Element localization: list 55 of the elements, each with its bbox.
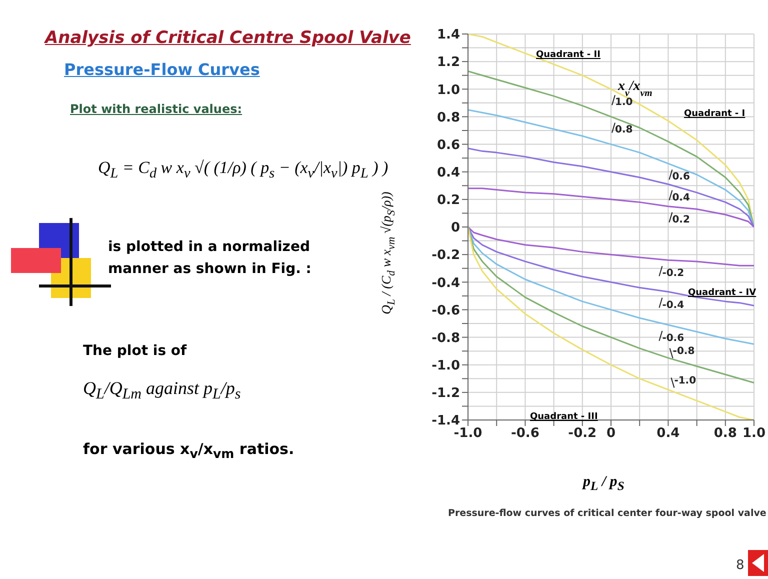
series-label: 1.0 — [615, 97, 633, 108]
series-label: -1.0 — [674, 376, 696, 387]
line-series — [468, 226, 754, 384]
y-tick-label: -1.4 — [432, 414, 460, 429]
y-tick-label: -0.2 — [432, 248, 460, 264]
y-tick-label: -0.8 — [432, 330, 460, 346]
text: Q$_{L}$/Q$_{Lm}$ against p$_{L}$/p$_{s}$ — [83, 378, 241, 404]
series-label: -0.4 — [662, 300, 684, 311]
x-tick-label: 0.8 — [714, 426, 737, 442]
y-tick-label: 0.4 — [436, 165, 460, 180]
y-tick-label: -0.4 — [432, 276, 460, 291]
y-tick-label: -0.6 — [432, 303, 460, 318]
series-label: -0.2 — [662, 268, 684, 280]
x-tick-label: 1.0 — [742, 426, 766, 442]
text: for various x$_{v}$/x$_{vm}$ ratios. — [83, 440, 294, 461]
text: Pressure-Flow Curves — [64, 60, 260, 79]
x-tick-label: 0 — [606, 426, 616, 442]
y-tick-label: 0.8 — [436, 110, 460, 126]
y-tick-label: 0.6 — [436, 138, 460, 153]
x-tick-label: -1.0 — [454, 426, 482, 442]
y-tick-label: -1.0 — [432, 358, 460, 374]
annotation: Quadrant - IV — [688, 288, 756, 298]
x-tick-label: 0.4 — [656, 426, 680, 442]
y-tick-label: 0.2 — [436, 193, 460, 208]
text: Analysis of Critical Centre Spool Valve — [45, 28, 411, 48]
line-series — [468, 188, 754, 228]
line-series — [468, 148, 754, 228]
series-label: -0.8 — [672, 346, 695, 358]
line-series — [468, 226, 754, 266]
y-tick-label: -1.2 — [432, 386, 460, 402]
x-tick-label: -0.2 — [568, 426, 597, 442]
line-series — [468, 109, 754, 228]
x-axis-title: p$_{L}$ / p$_{S}$ — [583, 474, 624, 494]
annotation: Quadrant - II — [536, 50, 600, 60]
text: Plot with realistic values: — [70, 102, 242, 116]
series-label: 0.4 — [672, 192, 690, 204]
series-label: 0.8 — [615, 124, 633, 136]
text: is plotted in a normalized manner as shown in Fig. : — [108, 238, 312, 279]
series-label: -0.6 — [662, 332, 684, 344]
x-tick-label: -0.6 — [510, 426, 540, 442]
y-tick-label: 1.0 — [436, 82, 460, 98]
text: Q$_{L}$ = C$_{d}$ w x$_{v}$ √( (1/ρ) ( p$_{s}$ − (x$_{v}$/|x$_{v}$|) p$_{L}$ ) ) — [98, 158, 388, 182]
text: The plot is of — [83, 343, 187, 359]
y-tick-label: 1.4 — [436, 28, 460, 43]
line-series — [468, 226, 754, 306]
legend-title: x$_{v}$/x$_{vm}$ — [617, 79, 653, 98]
text: 8 — [736, 558, 744, 573]
text: Pressure-flow curves of critical center four-way spool valve — [448, 508, 766, 519]
annotation: Quadrant - III — [530, 412, 598, 422]
annotation: Quadrant - I — [684, 109, 746, 119]
series-label: 0.6 — [672, 172, 690, 183]
y-tick-label: 0 — [450, 220, 460, 236]
line-series — [468, 226, 754, 345]
y-tick-label: 1.2 — [436, 55, 460, 70]
series-label: 0.2 — [672, 214, 690, 226]
